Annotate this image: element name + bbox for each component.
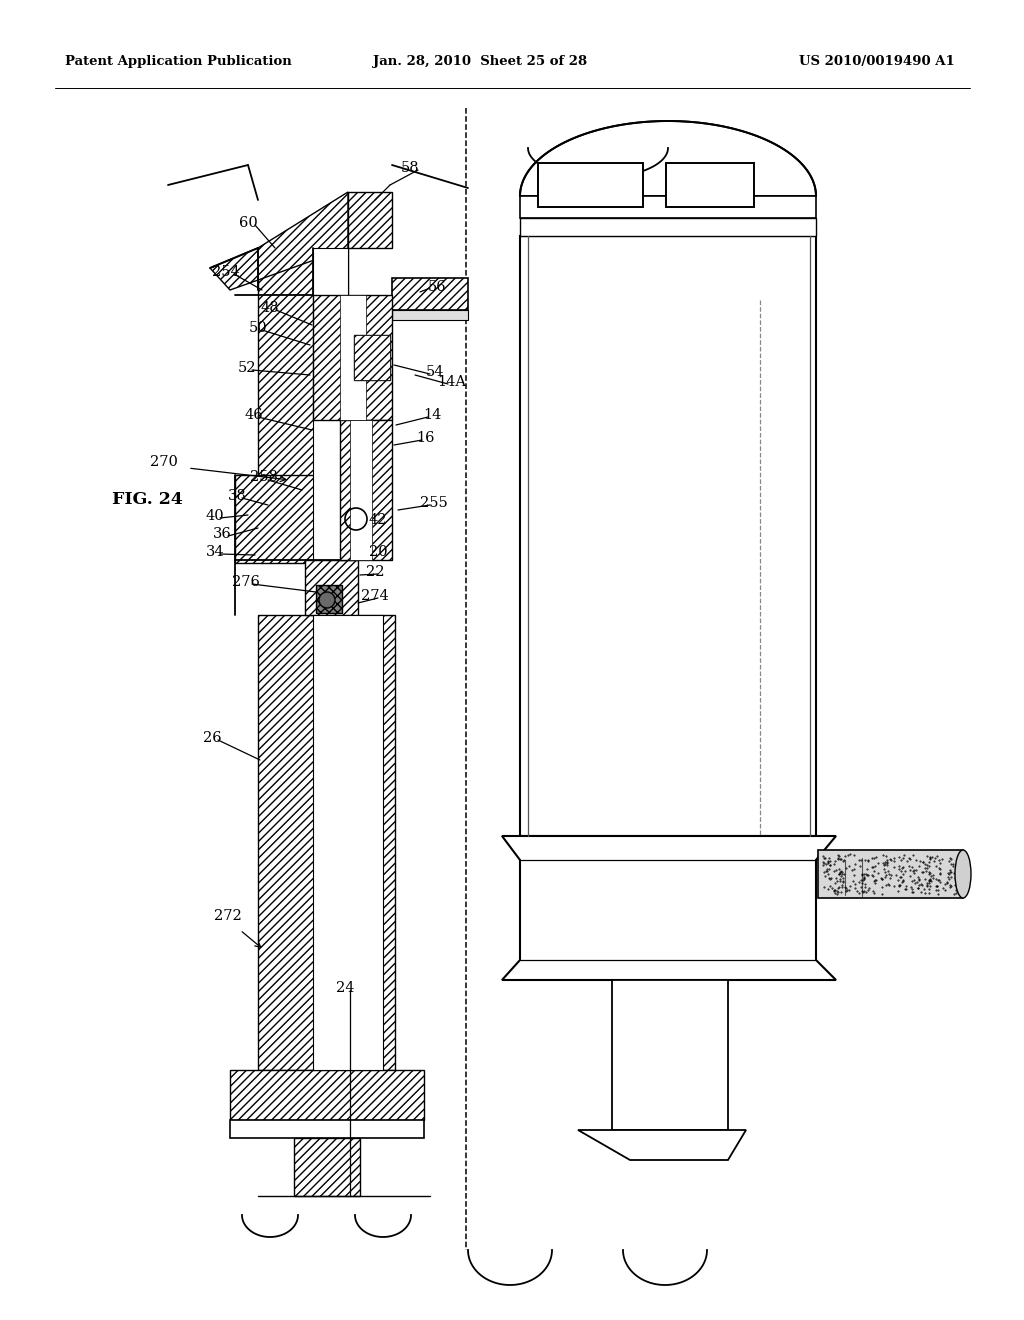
Bar <box>230 1119 424 1138</box>
Bar <box>313 248 348 560</box>
Text: 54: 54 <box>426 366 444 379</box>
Polygon shape <box>502 836 836 979</box>
Bar <box>340 294 366 420</box>
Bar <box>818 850 963 898</box>
Text: 270: 270 <box>151 455 178 469</box>
Bar <box>354 335 390 380</box>
Text: 276: 276 <box>232 576 260 589</box>
Text: 40: 40 <box>206 510 224 523</box>
Bar <box>258 615 395 1071</box>
Bar <box>520 218 816 236</box>
Bar <box>666 162 754 207</box>
Bar <box>520 236 816 836</box>
Polygon shape <box>348 191 392 248</box>
Circle shape <box>319 591 335 609</box>
Bar <box>538 162 643 207</box>
Text: 16: 16 <box>417 432 435 445</box>
Text: 46: 46 <box>245 408 263 422</box>
Polygon shape <box>520 121 816 195</box>
Text: Patent Application Publication: Patent Application Publication <box>65 55 292 69</box>
Bar <box>350 420 372 560</box>
Text: 22: 22 <box>366 565 384 579</box>
Bar <box>294 1138 360 1196</box>
Bar <box>305 560 358 615</box>
Text: 255: 255 <box>420 496 447 510</box>
Text: 34: 34 <box>206 545 224 558</box>
Text: 274: 274 <box>361 589 389 603</box>
Text: 60: 60 <box>239 216 257 230</box>
Text: 24: 24 <box>336 981 354 995</box>
Bar <box>316 585 342 612</box>
Text: 36: 36 <box>213 527 231 541</box>
Text: Jan. 28, 2010  Sheet 25 of 28: Jan. 28, 2010 Sheet 25 of 28 <box>373 55 587 69</box>
Text: 14: 14 <box>423 408 441 422</box>
Text: 42: 42 <box>369 513 387 527</box>
Text: 56: 56 <box>428 280 446 294</box>
Bar <box>234 475 348 564</box>
Text: 14A: 14A <box>437 375 467 389</box>
Text: 258: 258 <box>250 470 278 484</box>
Text: 38: 38 <box>227 488 247 503</box>
Bar <box>392 310 468 319</box>
Bar <box>340 420 392 560</box>
Polygon shape <box>578 1130 746 1160</box>
Bar <box>520 195 816 218</box>
Text: 26: 26 <box>203 731 221 744</box>
Ellipse shape <box>955 850 971 898</box>
Polygon shape <box>210 191 348 290</box>
Text: 50: 50 <box>249 321 267 335</box>
Bar <box>258 248 348 560</box>
Text: 52: 52 <box>238 360 256 375</box>
Text: US 2010/0019490 A1: US 2010/0019490 A1 <box>800 55 955 69</box>
Bar <box>230 1071 424 1119</box>
Bar <box>354 335 390 380</box>
Text: 58: 58 <box>400 161 419 176</box>
Text: 20: 20 <box>369 545 387 558</box>
Text: 272: 272 <box>214 909 242 923</box>
Bar <box>612 979 728 1130</box>
Bar <box>313 294 392 420</box>
Text: FIG. 24: FIG. 24 <box>112 491 183 508</box>
Bar <box>313 615 383 1071</box>
Text: 254: 254 <box>212 265 240 279</box>
Bar <box>392 279 468 310</box>
Text: 48: 48 <box>261 301 280 315</box>
